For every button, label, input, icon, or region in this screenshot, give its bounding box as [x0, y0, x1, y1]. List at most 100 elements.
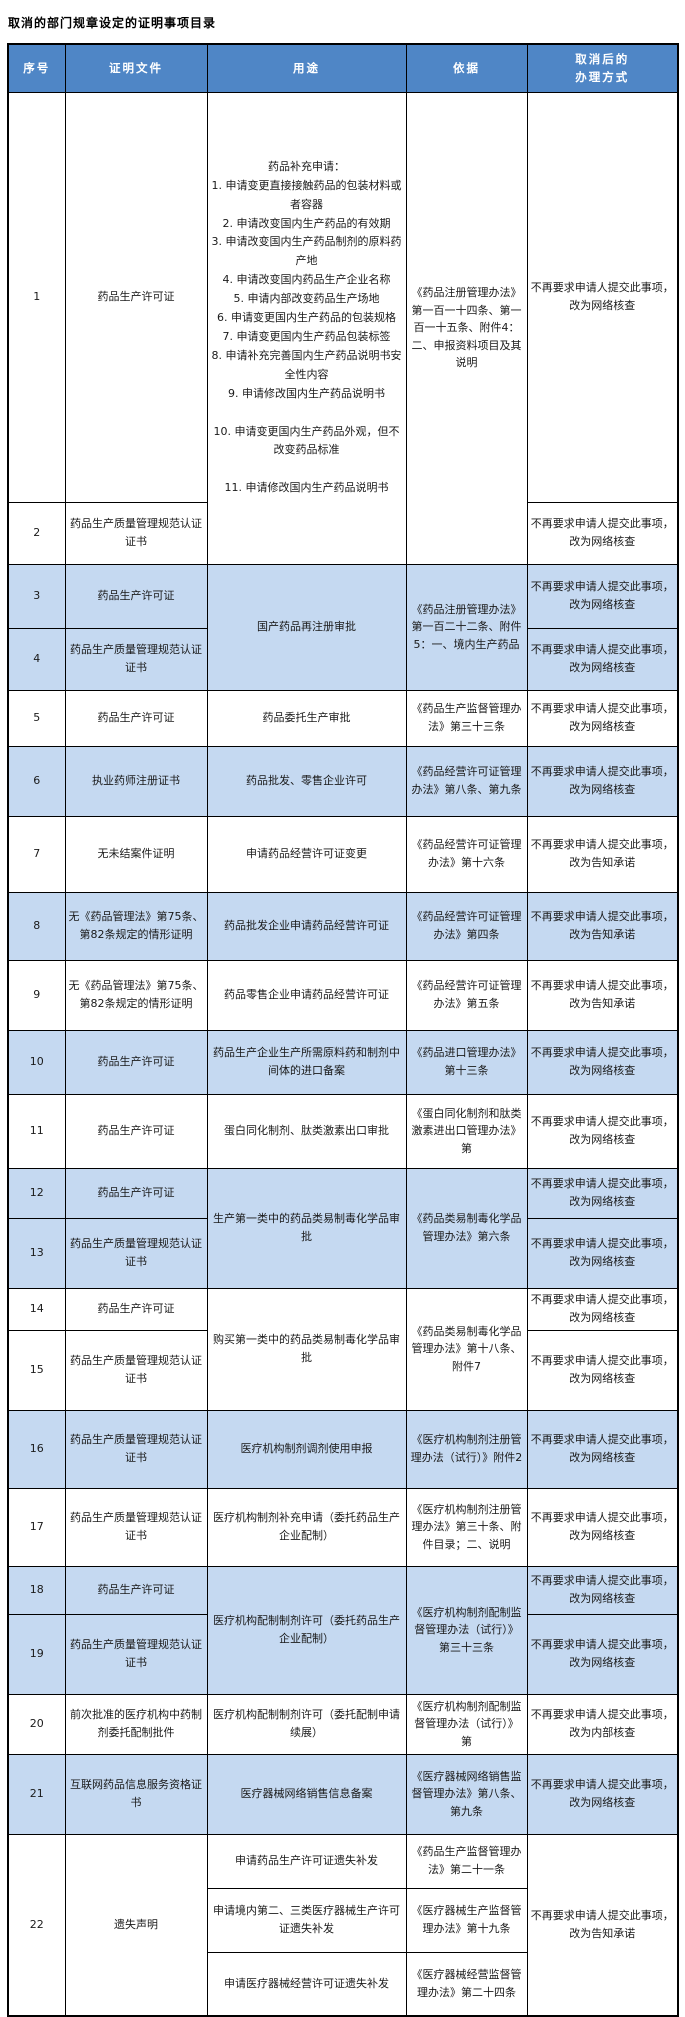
cell-basis: 《药品经营许可证管理办法》第四条: [405, 891, 528, 961]
cell-basis: 《药品注册管理办法》第一百一十四条、第一百一十五条、附件4：二、申报资料项目及其…: [405, 91, 528, 565]
cell-document: 执业药师注册证书: [64, 745, 208, 817]
cell-basis: 《药品经营许可证管理办法》第八条、第九条: [405, 745, 528, 817]
cell-document: 药品生产许可证: [64, 563, 208, 629]
cell-document: 药品生产许可证: [64, 1093, 208, 1169]
cell-document: 无未结案件证明: [64, 815, 208, 893]
cell-method: 不再要求申请人提交此事项，改为网络核查: [526, 1217, 679, 1289]
cell-method: 不再要求申请人提交此事项，改为网络核查: [526, 501, 679, 565]
cell-method: 不再要求申请人提交此事项，改为告知承诺: [526, 1833, 679, 2017]
cell-purpose: 药品委托生产审批: [206, 689, 407, 747]
cell-basis: 《药品生产监督管理办法》第二十一条: [405, 1833, 528, 1889]
table-row: 4 药品生产质量管理规范认证证书 不再要求申请人提交此事项，改为网络核查: [7, 627, 679, 691]
cell-basis: 《药品经营许可证管理办法》第十六条: [405, 815, 528, 893]
header-purpose: 用途: [206, 43, 407, 93]
cell-document: 药品生产许可证: [64, 1029, 208, 1095]
cell-method: 不再要求申请人提交此事项，改为告知承诺: [526, 891, 679, 961]
cell-no: 19: [7, 1613, 66, 1695]
cell-no: 16: [7, 1409, 66, 1489]
cell-method: 不再要求申请人提交此事项，改为网络核查: [526, 1409, 679, 1489]
table-row: 6 执业药师注册证书 药品批发、零售企业许可 《药品经营许可证管理办法》第八条、…: [7, 745, 679, 817]
cell-no: 8: [7, 891, 66, 961]
table-row: 1 药品生产许可证 药品补充申请： 1. 申请变更直接接触药品的包装材料或者容器…: [7, 91, 679, 565]
cell-document: 无《药品管理法》第75条、第82条规定的情形证明: [64, 891, 208, 961]
cell-purpose: 医疗机构配制制剂许可（委托药品生产企业配制）: [206, 1565, 407, 1695]
table-row: 17 药品生产质量管理规范认证证书 医疗机构制剂补充申请（委托药品生产企业配制）…: [7, 1487, 679, 1567]
cell-document: 无《药品管理法》第75条、第82条规定的情形证明: [64, 959, 208, 1031]
cell-document: 遗失声明: [64, 1833, 208, 2017]
table-row: 8 无《药品管理法》第75条、第82条规定的情形证明 药品批发企业申请药品经营许…: [7, 891, 679, 961]
cell-basis: 《药品进口管理办法》第十三条: [405, 1029, 528, 1095]
cell-method: 不再要求申请人提交此事项，改为网络核查: [526, 1167, 679, 1219]
header-method: 取消后的 办理方式: [526, 43, 679, 93]
cell-document: 药品生产质量管理规范认证证书: [64, 1409, 208, 1489]
table-row: 申请境内第二、三类医疗器械生产许可证遗失补发 《医疗器械生产监督管理办法》第十九…: [8, 1887, 678, 1953]
table-row: 7 无未结案件证明 申请药品经营许可证变更 《药品经营许可证管理办法》第十六条 …: [7, 815, 679, 893]
table-row: 10 药品生产许可证 药品生产企业生产所需原料药和制剂中间体的进口备案 《药品进…: [7, 1029, 679, 1095]
cell-no: 21: [7, 1753, 66, 1835]
cell-basis: 《医疗机构制剂配制监督管理办法（试行）》第三十三条: [405, 1565, 528, 1695]
cell-no: 13: [7, 1217, 66, 1289]
cell-document: 前次批准的医疗机构中药制剂委托配制批件: [64, 1693, 208, 1755]
cell-document: 药品生产许可证: [64, 689, 208, 747]
cell-purpose: 医疗机构制剂补充申请（委托药品生产企业配制）: [206, 1487, 407, 1567]
cell-document: 药品生产质量管理规范认证证书: [64, 1487, 208, 1567]
cell-document: 药品生产质量管理规范认证证书: [64, 1217, 208, 1289]
cell-no: 2: [7, 501, 66, 565]
header-row: 序号 证明文件 用途 依据 取消后的 办理方式: [7, 43, 679, 93]
table-row: 2 药品生产质量管理规范认证证书 不再要求申请人提交此事项，改为网络核查: [7, 501, 679, 565]
cell-basis: 《药品经营许可证管理办法》第五条: [405, 959, 528, 1031]
cell-method: 不再要求申请人提交此事项，改为网络核查: [526, 1029, 679, 1095]
cell-basis: 《蛋白同化制剂和肽类激素进出口管理办法》第: [405, 1093, 528, 1169]
cell-basis: 《医疗机构制剂注册管理办法（试行）》附件2: [405, 1409, 528, 1489]
cell-basis: 《医疗器械生产监督管理办法》第十九条: [405, 1887, 528, 1953]
cell-purpose: 药品生产企业生产所需原料药和制剂中间体的进口备案: [206, 1029, 407, 1095]
cell-method: 不再要求申请人提交此事项，改为网络核查: [526, 745, 679, 817]
cell-document: 互联网药品信息服务资格证书: [64, 1753, 208, 1835]
cell-purpose: 医疗器械网络销售信息备案: [206, 1753, 407, 1835]
cell-purpose: 国产药品再注册审批: [206, 563, 407, 691]
cell-purpose: 医疗机构制剂调剂使用申报: [206, 1409, 407, 1489]
cell-no: 22: [7, 1833, 66, 2017]
table-row: 15 药品生产质量管理规范认证证书 不再要求申请人提交此事项，改为网络核查: [7, 1329, 679, 1411]
cell-basis: 《医疗机构制剂配制监督管理办法（试行）》第: [405, 1693, 528, 1755]
cell-purpose: 药品零售企业申请药品经营许可证: [206, 959, 407, 1031]
table-row: 16 药品生产质量管理规范认证证书 医疗机构制剂调剂使用申报 《医疗机构制剂注册…: [7, 1409, 679, 1489]
cell-method: 不再要求申请人提交此事项，改为网络核查: [526, 91, 679, 503]
cell-method: 不再要求申请人提交此事项，改为网络核查: [526, 689, 679, 747]
cell-document: 药品生产许可证: [64, 91, 208, 503]
page-title: 取消的部门规章设定的证明事项目录: [8, 16, 217, 30]
cell-no: 15: [7, 1329, 66, 1411]
cell-purpose: 购买第一类中的药品类易制毒化学品审批: [206, 1287, 407, 1411]
table-row: 22 遗失声明 申请药品生产许可证遗失补发 《药品生产监督管理办法》第二十一条 …: [7, 1833, 679, 2017]
cell-no: 14: [7, 1287, 66, 1331]
cell-method: 不再要求申请人提交此事项，改为网络核查: [526, 1329, 679, 1411]
cell-purpose: 申请药品经营许可证变更: [206, 815, 407, 893]
cell-document: 药品生产质量管理规范认证证书: [64, 501, 208, 565]
header-document: 证明文件: [64, 43, 208, 93]
cell-basis: 《药品生产监督管理办法》第三十三条: [405, 689, 528, 747]
cell-basis: 《药品类易制毒化学品管理办法》第六条: [405, 1167, 528, 1289]
cell-basis: 《医疗器械网络销售监督管理办法》第八条、第九条: [405, 1753, 528, 1835]
cell-method: 不再要求申请人提交此事项，改为网络核查: [526, 1753, 679, 1835]
cell-document: 药品生产许可证: [64, 1167, 208, 1219]
header-basis: 依据: [405, 43, 528, 93]
cell-document: 药品生产许可证: [64, 1287, 208, 1331]
cell-method: 不再要求申请人提交此事项，改为告知承诺: [526, 815, 679, 893]
cell-method: 不再要求申请人提交此事项，改为网络核查: [526, 1565, 679, 1615]
table-row: 12 药品生产许可证 生产第一类中的药品类易制毒化学品审批 《药品类易制毒化学品…: [7, 1167, 679, 1289]
table-row: 19 药品生产质量管理规范认证证书 不再要求申请人提交此事项，改为网络核查: [7, 1613, 679, 1695]
cell-basis: 《药品类易制毒化学品管理办法》第十八条、附件7: [405, 1287, 528, 1411]
cell-document: 药品生产质量管理规范认证证书: [64, 1329, 208, 1411]
cell-method: 不再要求申请人提交此事项，改为网络核查: [526, 627, 679, 691]
table-row: 13 药品生产质量管理规范认证证书 不再要求申请人提交此事项，改为网络核查: [7, 1217, 679, 1289]
table-row: 9 无《药品管理法》第75条、第82条规定的情形证明 药品零售企业申请药品经营许…: [7, 959, 679, 1031]
cell-no: 12: [7, 1167, 66, 1219]
cell-no: 10: [7, 1029, 66, 1095]
cell-method: 不再要求申请人提交此事项，改为网络核查: [526, 563, 679, 629]
table-row: 21 互联网药品信息服务资格证书 医疗器械网络销售信息备案 《医疗器械网络销售监…: [7, 1753, 679, 1835]
cell-document: 药品生产许可证: [64, 1565, 208, 1615]
cell-method: 不再要求申请人提交此事项，改为告知承诺: [526, 959, 679, 1031]
cell-purpose: 申请医疗器械经营许可证遗失补发: [206, 1951, 407, 2017]
cell-basis: 《药品注册管理办法》第一百二十二条、附件5：一、境内生产药品: [405, 563, 528, 691]
cell-no: 7: [7, 815, 66, 893]
